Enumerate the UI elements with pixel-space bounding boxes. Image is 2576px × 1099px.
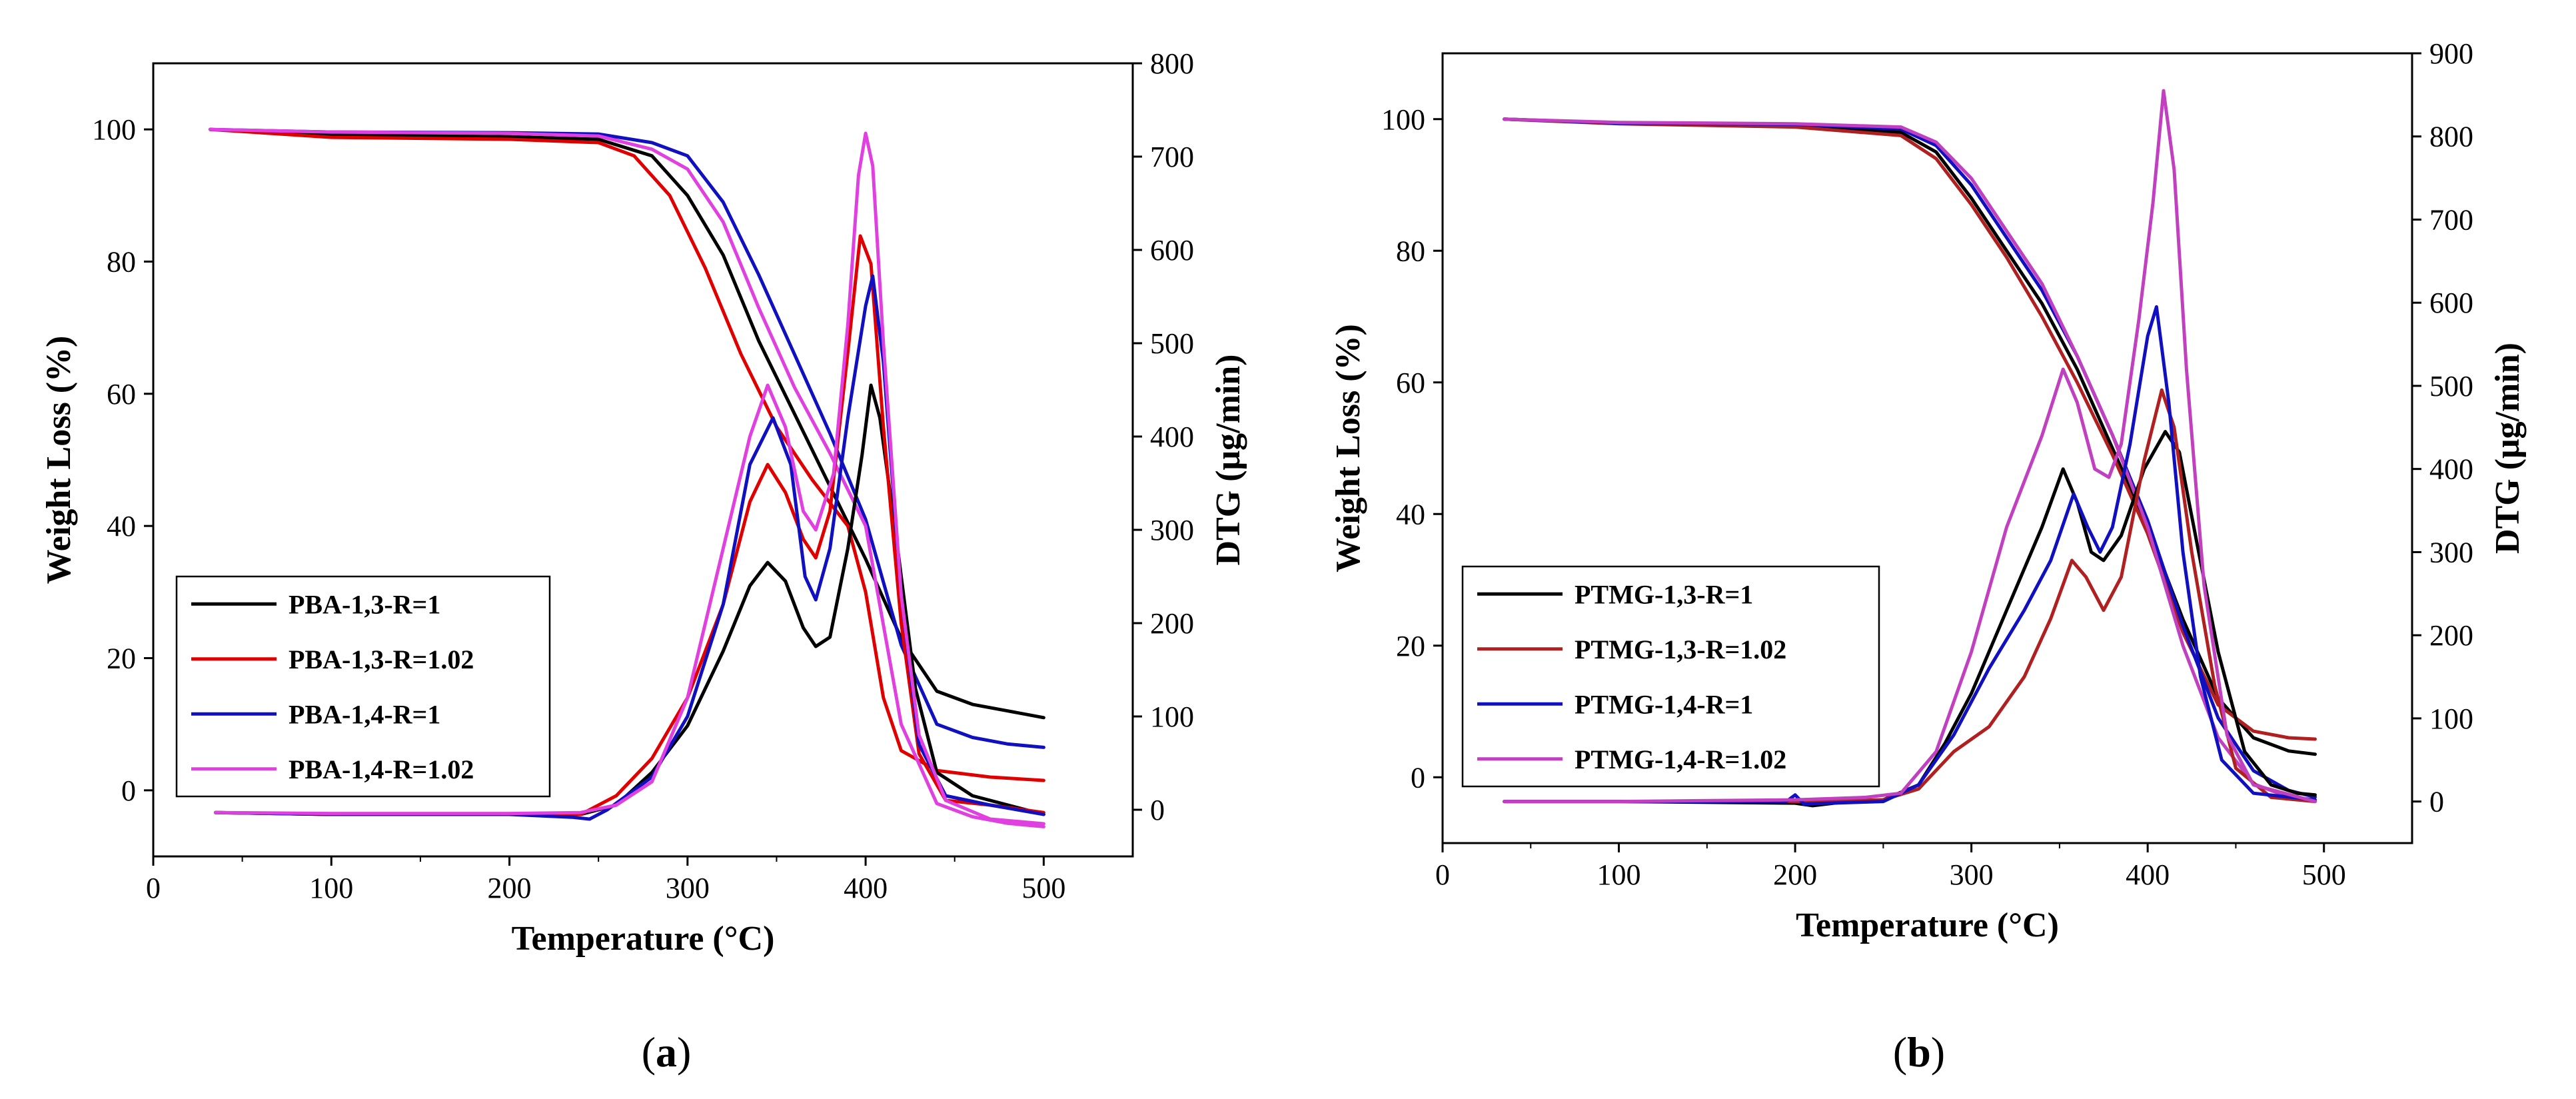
x-tick-label: 300 <box>666 872 710 904</box>
y-left-tick-label: 0 <box>1411 761 1425 794</box>
y-left-tick-label: 100 <box>92 113 136 146</box>
x-tick-label: 200 <box>1773 858 1817 891</box>
legend-entry: PBA-1,4-R=1.02 <box>289 754 474 784</box>
y-right-tick-label: 200 <box>2429 619 2473 652</box>
series-line-tg-3 <box>209 127 1045 828</box>
y-left-tick-label: 80 <box>1396 235 1425 267</box>
x-tick-label: 0 <box>1435 858 1450 891</box>
y-right-tick-label: 0 <box>2429 786 2444 818</box>
legend-box <box>1461 565 1880 788</box>
y-right-tick-label: 300 <box>1150 514 1194 547</box>
y-left-tick-label: 60 <box>107 378 136 411</box>
y-right-tick-label: 600 <box>1150 234 1194 267</box>
y-left-axis-title: Weight Loss (%) <box>1329 324 1367 572</box>
y-left-tick-label: 60 <box>1396 367 1425 399</box>
y-right-tick-label: 500 <box>2429 370 2473 403</box>
x-tick-label: 400 <box>2126 858 2170 891</box>
series-group <box>1503 89 2317 808</box>
y-right-axis-title: DTG (μg/min) <box>1209 355 1247 566</box>
y-right-tick-label: 500 <box>1150 327 1194 360</box>
y-left-axis-title: Weight Loss (%) <box>40 336 78 584</box>
panel-label: (a) <box>642 1028 692 1076</box>
series-line-dtg-7 <box>214 131 1045 826</box>
legend-entry: PTMG-1,4-R=1.02 <box>1575 744 1786 774</box>
plot-frame <box>1441 52 2413 844</box>
x-tick-label: 100 <box>1597 858 1641 891</box>
y-right-tick-label: 400 <box>1150 421 1194 453</box>
y-right-tick-label: 600 <box>2429 287 2473 319</box>
y-right-tick-label: 100 <box>2429 702 2473 735</box>
y-right-axis-title: DTG (μg/min) <box>2489 343 2527 554</box>
series-line-dtg-5 <box>214 234 1045 816</box>
panel-letter: a <box>656 1028 677 1076</box>
y-right-tick-label: 900 <box>2429 37 2473 70</box>
plot-frame <box>152 62 1134 858</box>
y-right-tick-label: 700 <box>1150 141 1194 173</box>
y-left-tick-label: 80 <box>107 246 136 279</box>
y-right-tick-label: 800 <box>1150 47 1194 80</box>
legend-entry: PTMG-1,3-R=1.02 <box>1575 634 1786 664</box>
y-right-tick-label: 100 <box>1150 700 1194 733</box>
y-right-tick-label: 300 <box>2429 536 2473 568</box>
panel-b: 0 100 200 300 400 500 0 20 40 60 80 100 0 100 200 300 40… <box>1329 37 2527 1076</box>
legend-entry: PBA-1,3-R=1.02 <box>289 644 474 674</box>
y-left-tick-label: 40 <box>1396 498 1425 531</box>
series-group <box>209 127 1045 828</box>
y-right-tick-label: 400 <box>2429 453 2473 486</box>
x-tick-label: 300 <box>1950 858 1994 891</box>
series-line-tg-0 <box>209 127 1045 720</box>
y-left-tick-label: 40 <box>107 510 136 543</box>
y-left-tick-label: 20 <box>1396 630 1425 662</box>
y-left-tick-label: 20 <box>107 642 136 675</box>
x-tick-label: 500 <box>2302 858 2346 891</box>
y-right-tick-label: 800 <box>2429 121 2473 153</box>
x-tick-label: 500 <box>1021 872 1065 904</box>
series-line-tg-3 <box>1503 117 2317 802</box>
y-left-tick-label: 100 <box>1381 103 1425 136</box>
x-tick-label: 400 <box>844 872 888 904</box>
legend-box <box>175 575 551 798</box>
x-tick-label: 200 <box>488 872 532 904</box>
series-line-dtg-7 <box>1503 89 2317 804</box>
panel-a: 0 100 200 300 400 500 0 20 40 60 80 100 0 100 200 300 40… <box>40 47 1247 1076</box>
legend-entry: PTMG-1,4-R=1 <box>1575 689 1753 719</box>
legend-entry: PTMG-1,3-R=1 <box>1575 579 1753 609</box>
panel-letter: b <box>1907 1028 1931 1076</box>
y-left-tick-label: 0 <box>121 774 136 807</box>
legend-entry: PBA-1,4-R=1 <box>289 699 440 729</box>
x-axis-title: Temperature (°C) <box>1796 906 2059 944</box>
y-right-tick-label: 700 <box>2429 203 2473 236</box>
panel-label: (b) <box>1893 1028 1945 1076</box>
y-right-tick-label: 0 <box>1150 794 1165 826</box>
x-axis-title: Temperature (°C) <box>512 920 775 958</box>
y-right-tick-label: 200 <box>1150 607 1194 640</box>
x-tick-label: 0 <box>146 872 161 904</box>
legend-entry: PBA-1,3-R=1 <box>289 589 440 619</box>
series-line-dtg-6 <box>1503 305 2317 806</box>
x-tick-label: 100 <box>309 872 353 904</box>
